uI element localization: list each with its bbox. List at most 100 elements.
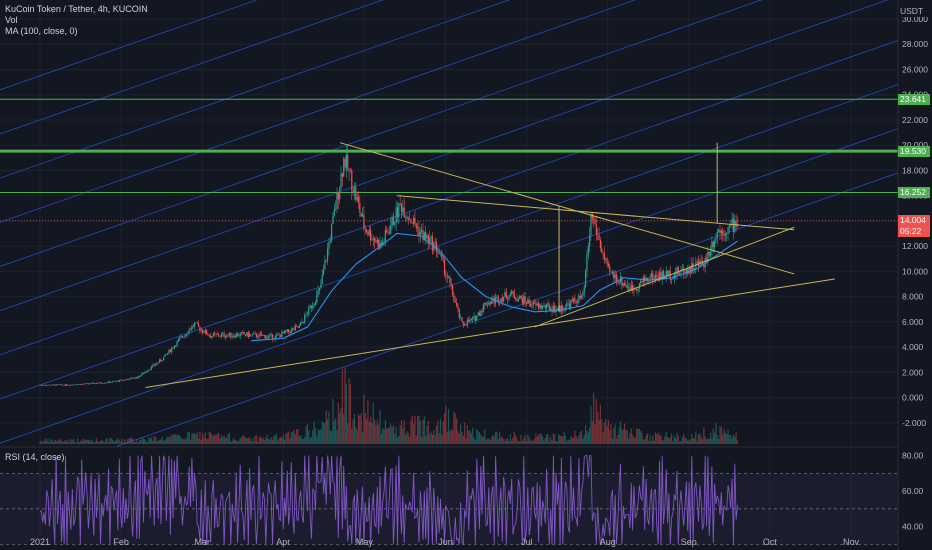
candle-body [714, 240, 716, 248]
candle-body [394, 222, 396, 225]
time-tick-label: Nov [843, 537, 860, 547]
volume-bar [246, 438, 248, 444]
candle-body [269, 334, 271, 336]
volume-bar [494, 431, 497, 444]
volume-bar [571, 437, 573, 444]
volume-bar [423, 416, 425, 444]
candle-body [403, 207, 405, 218]
time-axis[interactable]: 2021 Feb Mar Apr May Jun Jul Aug Sep Oct Nov [30, 537, 860, 547]
symbol-title[interactable]: KuCoin Token / Tether, 4h, KUCOIN [5, 4, 148, 14]
volume-bar [269, 439, 271, 444]
candle-body [184, 334, 186, 337]
candle-body [728, 225, 730, 228]
candle-body [679, 272, 681, 274]
volume-bar [352, 419, 354, 444]
volume-bar [439, 418, 442, 444]
candle-body [164, 354, 166, 357]
volume-bar [265, 437, 267, 444]
volume-bar [180, 437, 182, 444]
volume-bar [254, 435, 256, 444]
volume-bar [414, 415, 416, 444]
candle-body [408, 219, 411, 221]
volume-bar [548, 441, 550, 444]
volume-bar [422, 419, 424, 444]
candle-body [673, 273, 675, 279]
candle-body [519, 295, 521, 299]
volume-bar [302, 439, 304, 444]
candle-body [167, 353, 169, 355]
candle-body [300, 322, 302, 326]
volume-bar [326, 419, 329, 444]
candle-body [731, 218, 733, 225]
candle-body [177, 339, 180, 342]
volume-bar [270, 437, 272, 444]
candle-body [113, 381, 115, 382]
candle-body [587, 245, 589, 255]
candle-body [281, 331, 283, 338]
candle-body [60, 384, 63, 386]
candle-body [476, 315, 478, 321]
candle-body [191, 325, 193, 330]
candle-body [719, 229, 721, 234]
trendline-1[interactable] [339, 142, 795, 275]
volume-bar [558, 434, 560, 444]
candle-body [138, 376, 141, 377]
volume-bar [650, 441, 653, 444]
candle-body [556, 309, 558, 311]
volume-bar [43, 440, 45, 444]
volume-bar [103, 442, 106, 444]
volume-bar [236, 441, 239, 444]
volume-bar [455, 418, 458, 444]
candle-body [528, 299, 530, 304]
trendline-0[interactable] [145, 278, 835, 388]
volume-bar [700, 436, 702, 444]
candle-body [609, 266, 611, 272]
volume-bar [688, 440, 690, 444]
candle-body [636, 289, 638, 291]
ma-indicator-label[interactable]: MA (100, close, 0) [5, 26, 78, 36]
trendlines[interactable] [145, 142, 835, 388]
candle-body [133, 378, 135, 379]
volume-bar [427, 421, 429, 444]
candle-body [441, 253, 443, 257]
candle-body [484, 302, 486, 305]
candle-body [563, 309, 565, 311]
candle-body [160, 359, 162, 362]
candle-body [215, 333, 217, 335]
candle-body [318, 288, 321, 291]
candle-body [435, 242, 438, 252]
candle-body [423, 232, 425, 240]
candle-body [347, 154, 349, 170]
volume-bar [488, 438, 490, 444]
candle-body [437, 251, 439, 253]
candle-body [478, 312, 481, 316]
candle-body [589, 234, 591, 246]
volume-bar [570, 435, 572, 444]
trendline-2[interactable] [396, 195, 795, 231]
volume-bar [691, 434, 693, 444]
candle-body [348, 169, 350, 171]
volume-bar [715, 423, 717, 444]
candle-body [671, 278, 673, 280]
candle-body [419, 232, 421, 237]
candle-body [254, 333, 256, 334]
candle-body [97, 383, 99, 384]
volume-bar [454, 413, 456, 444]
rsi-indicator-label[interactable]: RSI (14, close) [5, 452, 65, 462]
volume-indicator-label[interactable]: Vol [5, 15, 18, 25]
candle-body [91, 382, 94, 384]
volume-bar [630, 428, 632, 444]
trendline-3[interactable] [534, 226, 795, 328]
candle-body [570, 300, 572, 308]
volume-bar [232, 437, 235, 444]
volume-bar [469, 430, 471, 444]
candle-body [634, 288, 636, 290]
candle-body [93, 382, 95, 384]
candle-body [165, 354, 167, 355]
volume-bar [258, 437, 260, 444]
candle-body [140, 375, 142, 377]
candle-body [243, 332, 245, 335]
candle-body [125, 379, 127, 381]
time-tick-label: Jun [438, 537, 453, 547]
